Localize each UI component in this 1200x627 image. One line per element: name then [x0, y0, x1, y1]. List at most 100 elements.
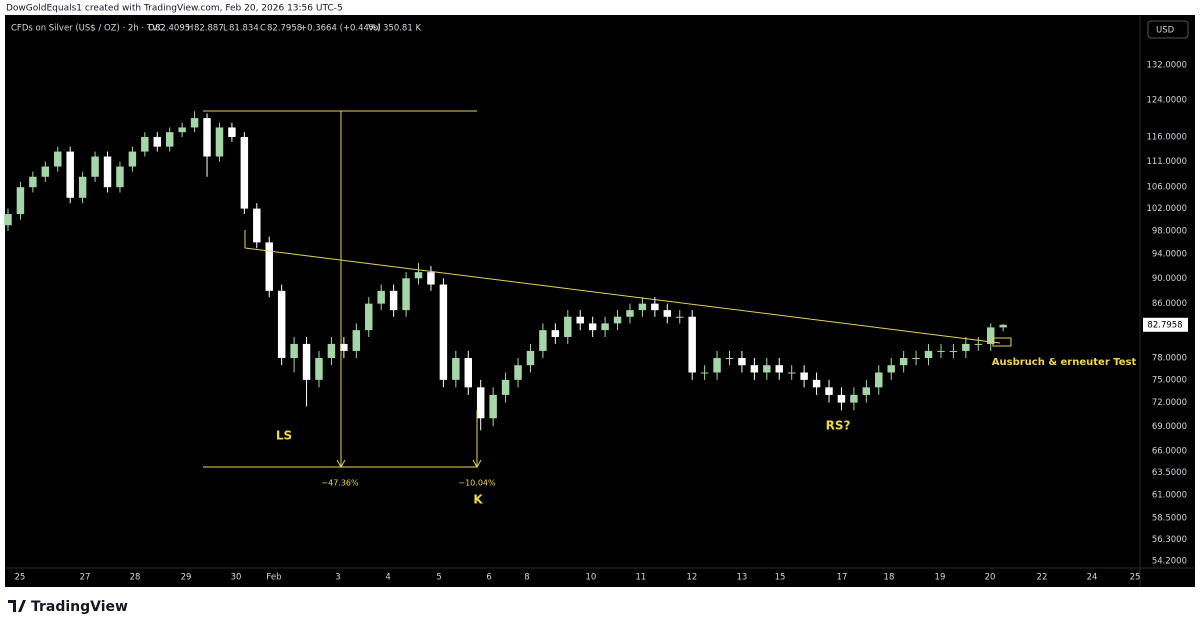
- x-tick-label: 25: [15, 573, 26, 583]
- candle-body: [850, 394, 858, 403]
- y-tick-label: 111.0000: [1146, 157, 1187, 167]
- candle-body: [725, 358, 734, 360]
- volume-label: Vol: [368, 24, 381, 34]
- x-tick-label: 11: [636, 573, 647, 583]
- candle-body: [377, 290, 385, 304]
- annotation: −10.04%: [458, 479, 496, 488]
- x-tick-label: 4: [385, 573, 390, 583]
- candle-body: [937, 350, 945, 352]
- y-tick-label: 63.5000: [1152, 468, 1187, 478]
- annotation: K: [473, 493, 483, 507]
- y-tick-label: 102.0000: [1146, 204, 1187, 214]
- candle-body: [116, 166, 124, 188]
- footer: TradingView: [31, 599, 128, 615]
- x-tick-label: 12: [687, 573, 698, 583]
- header: DowGoldEquals1 created with TradingView.…: [6, 4, 343, 14]
- candle-body: [253, 208, 261, 243]
- candle-body: [427, 272, 435, 285]
- candle-body: [439, 284, 448, 380]
- y-tick-label: 58.5000: [1152, 514, 1187, 524]
- ohlc-value: 82.887: [194, 24, 224, 34]
- y-tick-label: 69.0000: [1152, 422, 1187, 432]
- logo: TradingView: [8, 599, 128, 615]
- price-label-box: [1143, 317, 1188, 332]
- candle-body: [912, 358, 920, 360]
- y-tick-label: 86.0000: [1152, 299, 1187, 309]
- y-tick-label: 132.0000: [1146, 61, 1187, 71]
- volume-value: 350.81 K: [383, 24, 421, 34]
- candle-body: [228, 127, 236, 137]
- candle-body: [327, 343, 336, 359]
- y-tick-label: 98.0000: [1152, 226, 1187, 236]
- candle-body: [402, 278, 410, 311]
- currency-button[interactable]: [1147, 20, 1189, 39]
- candle-body: [16, 187, 25, 215]
- x-tick-label: 29: [181, 573, 192, 583]
- candle-body: [787, 372, 796, 374]
- candle-body: [738, 358, 746, 366]
- candle-body: [551, 330, 560, 337]
- arrow-head: [336, 459, 346, 469]
- candle-body: [78, 176, 87, 198]
- y-tick-label: 72.0000: [1152, 398, 1187, 408]
- candle-body: [526, 350, 535, 366]
- x-tick-label: 25: [1130, 573, 1141, 583]
- candle-body: [290, 343, 298, 359]
- x-tick-label: 22: [1037, 573, 1048, 583]
- candle-body: [899, 358, 908, 366]
- candle-body: [825, 387, 833, 395]
- candle-body: [713, 358, 721, 373]
- candle-body: [352, 330, 361, 351]
- candle-body: [501, 379, 510, 395]
- y-tick-label: 90.0000: [1152, 274, 1187, 284]
- candle-body: [365, 303, 373, 331]
- candle-body: [389, 290, 398, 311]
- annotations: LS K RS? Ausbruch & erneuter Test −47.36…: [276, 357, 1137, 507]
- candle-body: [165, 132, 174, 147]
- candle-body: [489, 394, 497, 419]
- x-tick-label: 10: [586, 573, 597, 583]
- change: +0.3664 (+0.44%): [300, 24, 380, 34]
- x-tick-label: 13: [737, 573, 748, 583]
- candle-body: [141, 136, 149, 152]
- candle-body: [651, 303, 659, 311]
- y-tick-label: 61.0000: [1152, 490, 1187, 500]
- candle-body: [265, 242, 273, 291]
- arrow-head: [472, 459, 482, 469]
- candle-body: [837, 394, 846, 403]
- candle-body: [514, 365, 522, 380]
- candle-body: [812, 379, 821, 388]
- x-tick-label: Feb: [266, 573, 281, 583]
- candle-body: [452, 358, 460, 380]
- candle-body: [539, 330, 547, 351]
- annotation: LS: [276, 429, 292, 443]
- candle-body: [986, 327, 995, 344]
- ohlc-value: 81.834: [229, 24, 259, 34]
- y-tick-label: 116.0000: [1146, 132, 1187, 142]
- drawings: [203, 110, 1012, 469]
- candle-body: [190, 118, 199, 128]
- candle-body: [613, 316, 622, 324]
- candle-body: [962, 343, 970, 351]
- candle-body: [215, 127, 224, 157]
- ohlc-label: C: [260, 24, 266, 34]
- y-tick-label: 124.0000: [1146, 95, 1187, 105]
- candle-body: [315, 358, 323, 380]
- legend: CFDs on Silver (US$ / OZ) · 2h · TVC O 8…: [11, 24, 421, 34]
- y-tick-label: 66.0000: [1152, 447, 1187, 457]
- candle-body: [41, 166, 50, 177]
- x-tick-label: 8: [524, 573, 529, 583]
- candle-body: [750, 365, 759, 373]
- x-tick-label: 28: [130, 573, 141, 583]
- x-tick-label: 17: [837, 573, 848, 583]
- neckline: [244, 247, 1001, 344]
- candle-body: [601, 323, 609, 331]
- candle-body: [153, 136, 162, 147]
- candle-body: [775, 365, 783, 373]
- candle-body: [103, 156, 112, 188]
- y-tick-label: 56.3000: [1152, 535, 1187, 545]
- x-tick-label: 15: [775, 573, 786, 583]
- ohlc-label: L: [223, 24, 228, 34]
